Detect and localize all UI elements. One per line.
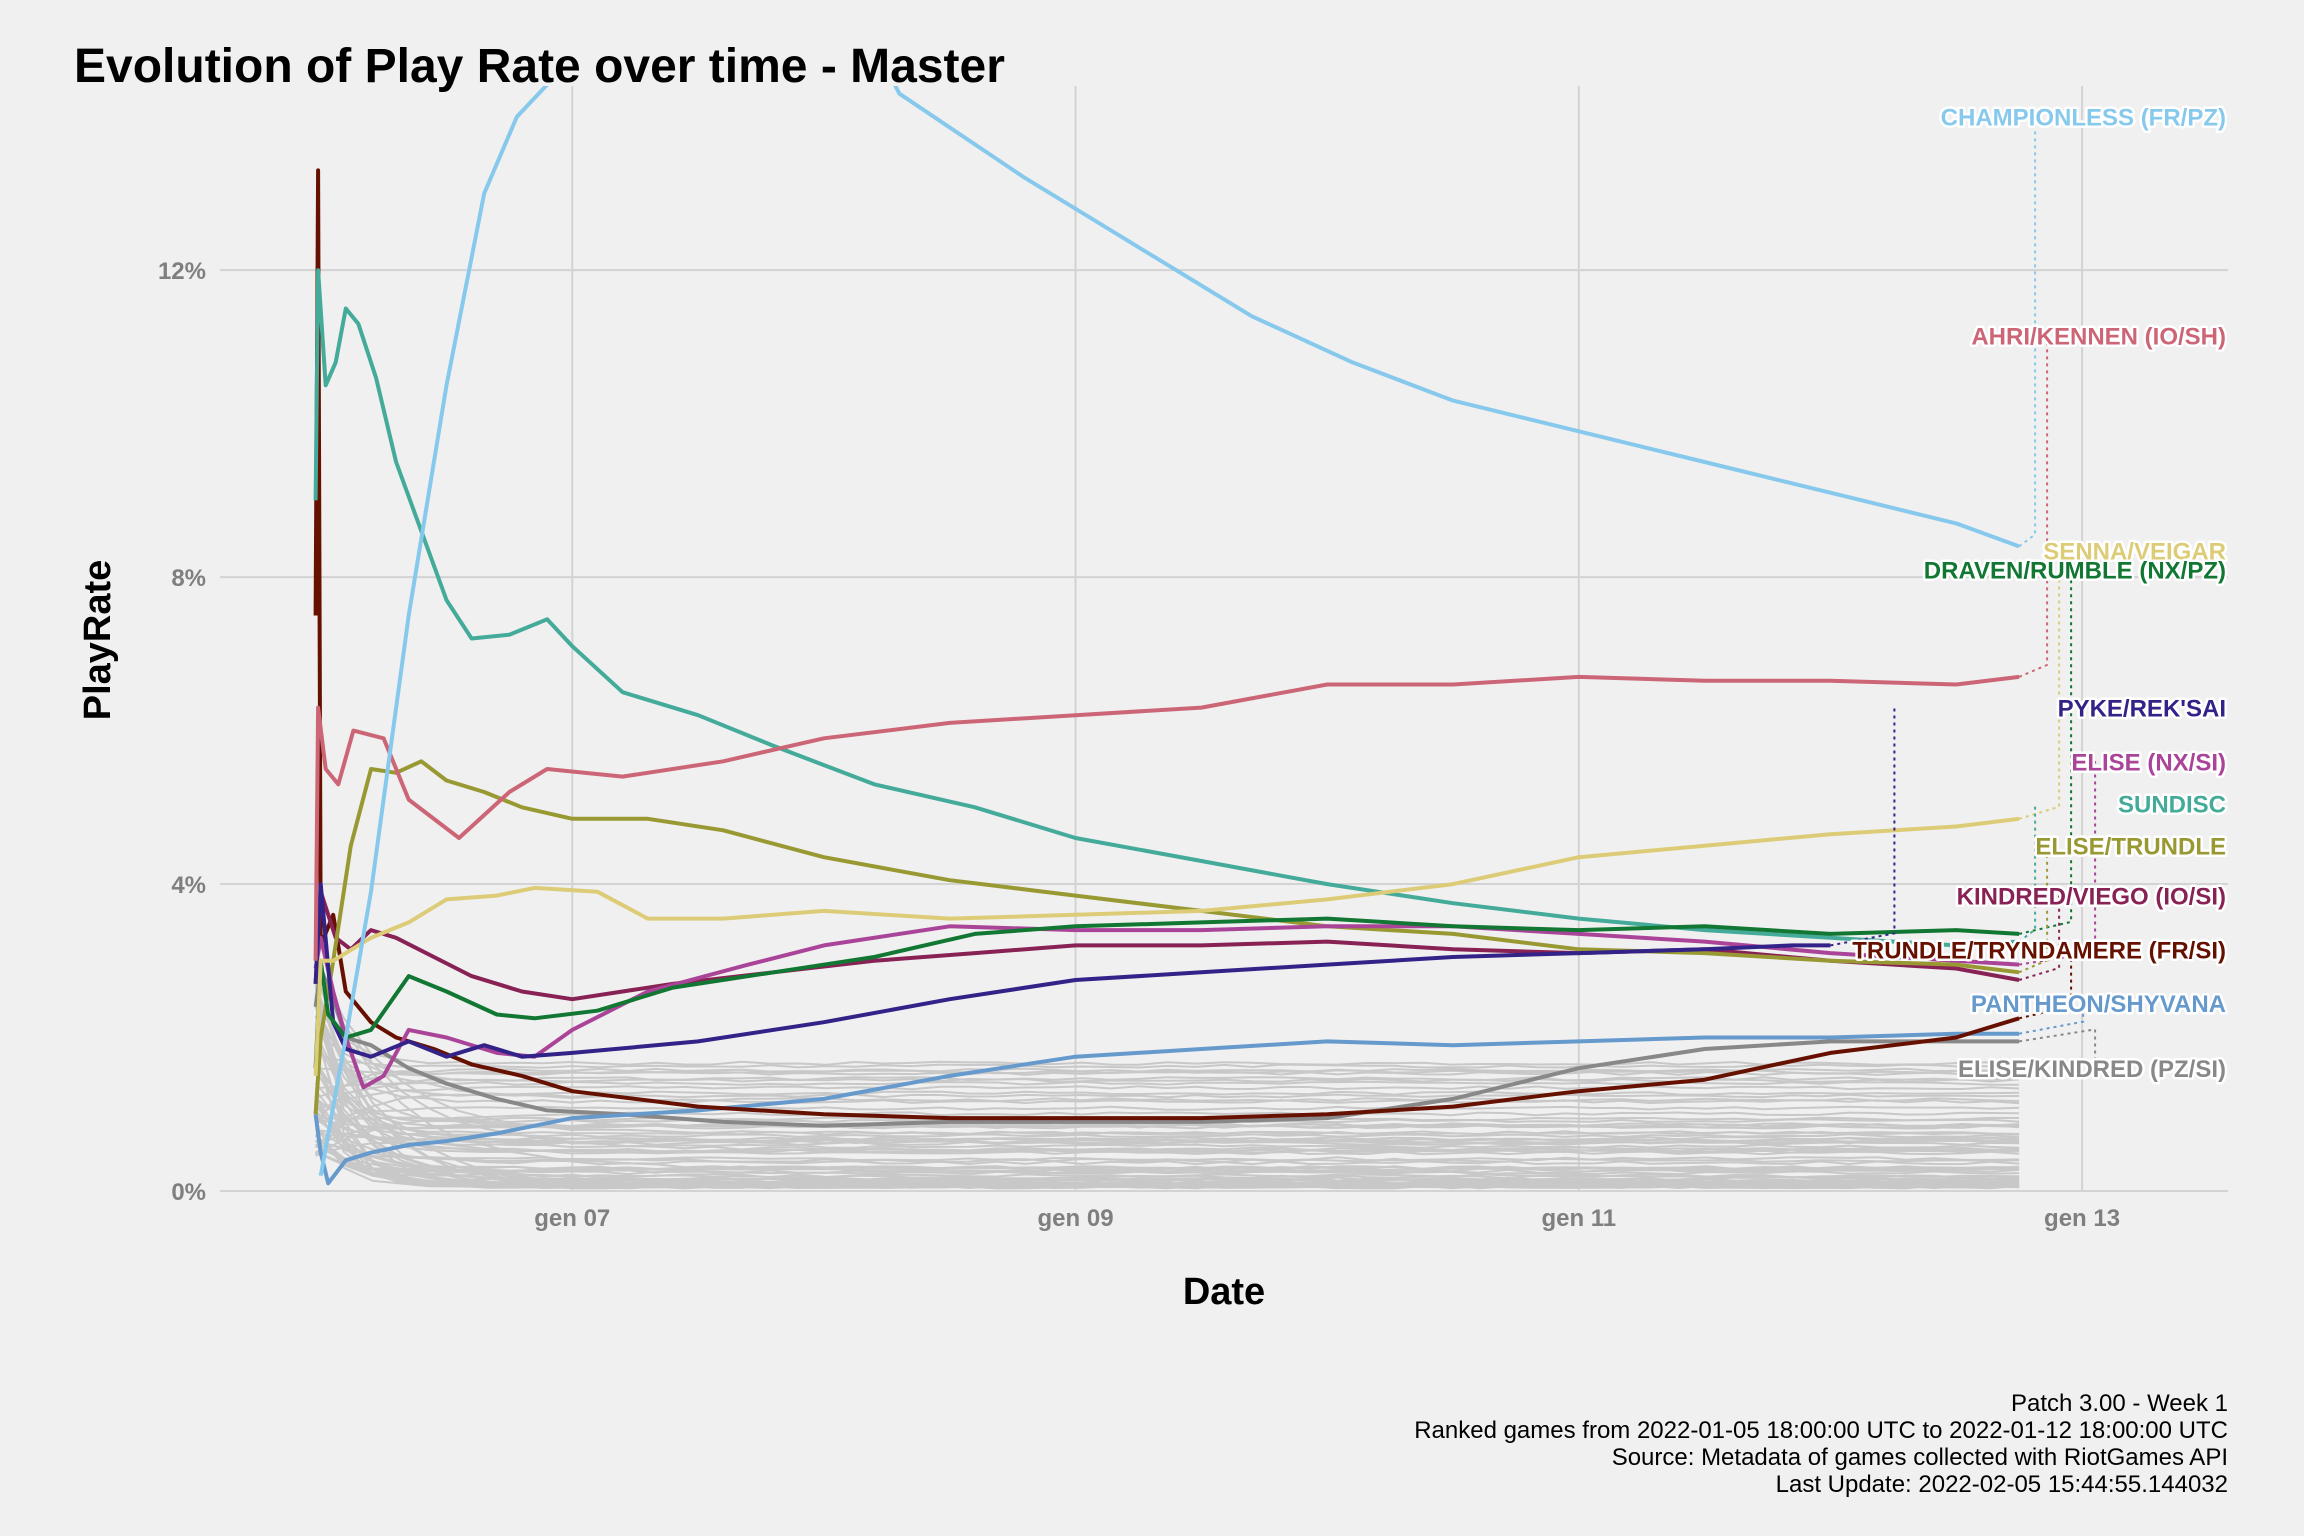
background-series-line: [314, 1016, 2020, 1149]
background-series-line: [314, 994, 2020, 1130]
grid-lines: [220, 86, 2228, 1192]
highlighted-series-lines: [313, 86, 2020, 1186]
series-label: DRAVEN/RUMBLE (NX/PZ): [1921, 555, 2228, 587]
background-series-line: [314, 1135, 2020, 1171]
background-series-lines: [314, 961, 2020, 1190]
series-label-text: PYKE/REK'SAI: [2058, 696, 2226, 723]
background-series-line: [315, 1140, 2020, 1166]
series-label: SUNDISC: [2115, 789, 2228, 821]
x-tick-label: gen 11: [1541, 1205, 1616, 1232]
background-series-line: [314, 1005, 2020, 1105]
series-label: PYKE/REK'SAI: [2055, 693, 2228, 725]
caption-source: Source: Metadata of games collected with…: [1612, 1444, 2228, 1471]
series-line: [313, 1031, 2020, 1186]
caption-last-update: Last Update: 2022-02-05 15:44:55.144032: [1776, 1471, 2228, 1498]
series-label-text: ELISE/TRUNDLE: [2035, 834, 2226, 861]
background-series-line: [315, 1139, 2020, 1162]
series-label-text: SENNA/VEIGAR: [2043, 538, 2226, 565]
series-label-connector: [1830, 707, 1896, 947]
series-label-text: ELISE/KINDRED (PZ/SI): [1958, 1056, 2226, 1083]
series-label: SENNA/VEIGAR: [2041, 536, 2229, 568]
series-label: ELISE (NX/SI): [2069, 747, 2229, 779]
series-label-connector: [2018, 1003, 2085, 1035]
series-label: CHAMPIONLESS (FR/PZ): [1938, 102, 2228, 134]
series-label-text: ELISE (NX/SI): [2071, 749, 2226, 776]
series-label-text: TRUNDLE/TRYNDAMERE (FR/SI): [1852, 937, 2226, 964]
series-label-connector: [2018, 569, 2073, 935]
series-label: TRUNDLE/TRYNDAMERE (FR/SI): [1850, 935, 2229, 967]
series-line: [313, 674, 2020, 961]
background-series-line: [314, 1090, 2020, 1149]
y-tick-label: 4%: [171, 872, 206, 899]
background-series-line: [314, 1000, 2020, 1066]
caption-date-range: Ranked games from 2022-01-05 18:00:00 UT…: [1414, 1417, 2228, 1444]
series-label-text: KINDRED/VIEGO (IO/SI): [1957, 884, 2226, 911]
series-line: [318, 86, 2020, 1177]
background-series-line: [314, 985, 2020, 1185]
y-axis-ticks: 0% 4% 8% 12%: [158, 258, 206, 1206]
background-series-line: [314, 966, 2020, 1190]
background-series-line: [314, 1080, 2020, 1122]
series-label-text: DRAVEN/RUMBLE (NX/PZ): [1924, 557, 2226, 584]
series-line: [313, 268, 2020, 948]
series-label-connector: [2018, 845, 2049, 974]
background-series-line: [314, 987, 2020, 1128]
series-line: [313, 924, 2020, 1090]
series-label: AHRI/KENNEN (IO/SH): [1969, 321, 2229, 353]
series-label-text: PANTHEON/SHYVANA: [1971, 991, 2226, 1018]
series-line: [313, 168, 2020, 1121]
series-label: KINDRED/VIEGO (IO/SI): [1954, 881, 2228, 913]
series-labels: CHAMPIONLESS (FR/PZ) AHRI/KENNEN (IO/SH) S…: [1850, 102, 2229, 1086]
series-line: [313, 759, 2020, 1115]
series-label-connector: [2018, 803, 2037, 943]
series-label: ELISE/TRUNDLE: [2033, 831, 2229, 863]
background-series-line: [314, 1105, 2020, 1155]
background-series-line: [314, 1115, 2020, 1176]
y-tick-label: 8%: [171, 565, 206, 592]
x-tick-label: gen 07: [534, 1205, 610, 1232]
background-series-line: [315, 1118, 2020, 1130]
background-series-line: [314, 1089, 2020, 1146]
caption-patch: Patch 3.00 - Week 1: [2011, 1390, 2228, 1417]
x-tick-label: gen 09: [1038, 1205, 1114, 1232]
chart-title: Evolution of Play Rate over time - Maste…: [74, 40, 1005, 93]
series-label-text: AHRI/KENNEN (IO/SH): [1971, 323, 2226, 350]
series-line: [313, 966, 2020, 1128]
y-axis-title: PlayRate: [77, 560, 119, 721]
y-tick-label: 12%: [158, 258, 206, 285]
x-tick-label: gen 13: [2044, 1205, 2120, 1232]
background-series-line: [315, 1085, 2020, 1112]
series-line: [313, 916, 2020, 1069]
background-series-line: [315, 1076, 2020, 1090]
label-connectors: [1830, 116, 2097, 1069]
background-series-line: [315, 1053, 2020, 1069]
background-series-line: [314, 1005, 2020, 1154]
background-series-line: [314, 1095, 2020, 1188]
series-label-connector: [2018, 550, 2061, 820]
background-series-line: [315, 1126, 2020, 1180]
series-label-text: CHAMPIONLESS (FR/PZ): [1941, 105, 2226, 132]
series-label-connector: [2018, 949, 2073, 1020]
series-label-text: SUNDISC: [2118, 791, 2226, 818]
background-series-line: [314, 1067, 2020, 1126]
y-tick-label: 0%: [171, 1179, 206, 1206]
series-label-connector: [2018, 335, 2049, 678]
background-series-line: [314, 961, 2020, 1136]
series-line: [313, 882, 1831, 1059]
series-label: ELISE/KINDRED (PZ/SI): [1955, 1054, 2228, 1086]
x-axis-title: Date: [1183, 1271, 1265, 1313]
series-label: PANTHEON/SHYVANA: [1968, 988, 2228, 1020]
x-axis-ticks: gen 07 gen 09 gen 11 gen 13: [534, 1205, 2120, 1232]
series-label-connector: [2018, 761, 2097, 966]
